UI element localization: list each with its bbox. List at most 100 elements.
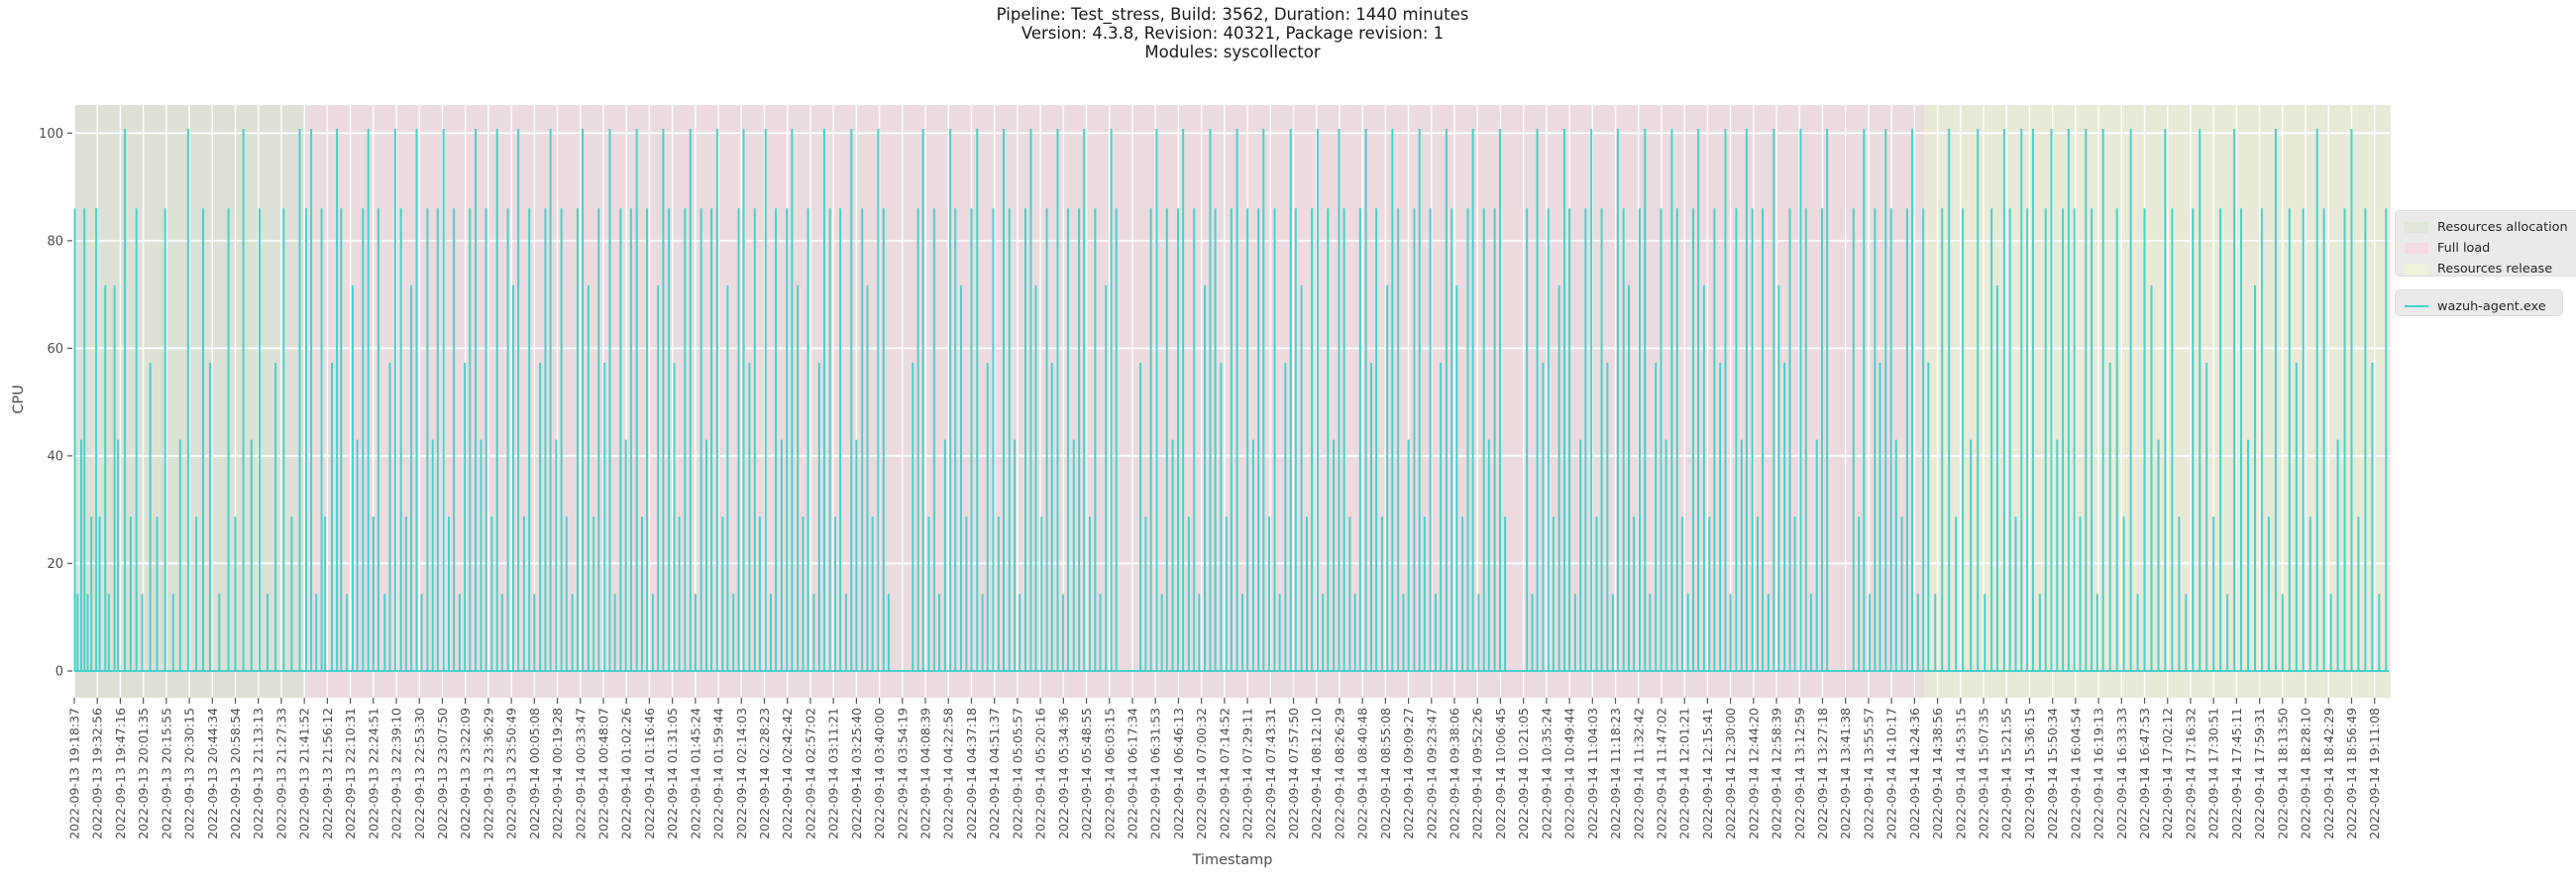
- x-tick-label: 2022-09-14 00:33:47: [573, 708, 588, 839]
- x-tick-label: 2022-09-14 16:33:33: [2114, 708, 2129, 839]
- x-tick-label: 2022-09-14 01:45:24: [688, 708, 702, 839]
- chart-title: Pipeline: Test_stress, Build: 3562, Dura…: [0, 5, 2465, 61]
- phase-region-1: [304, 105, 1925, 698]
- x-tick-label: 2022-09-13 21:41:52: [297, 708, 312, 839]
- x-tick-label: 2022-09-14 15:50:34: [2045, 708, 2060, 839]
- x-tick-label: 2022-09-13 23:36:29: [481, 708, 495, 839]
- chart-title-line-2: Version: 4.3.8, Revision: 40321, Package…: [1020, 24, 1445, 43]
- x-tick-label: 2022-09-14 16:04:54: [2068, 708, 2083, 839]
- x-tick-label: 2022-09-14 01:59:44: [711, 708, 726, 839]
- x-tick-label: 2022-09-13 19:47:16: [113, 708, 128, 839]
- x-tick-label: 2022-09-14 17:02:12: [2160, 708, 2175, 839]
- x-tick-label: 2022-09-14 02:57:02: [803, 708, 817, 839]
- x-tick-label: 2022-09-13 23:50:49: [504, 708, 519, 839]
- x-tick-label: 2022-09-14 03:25:40: [849, 708, 864, 839]
- x-tick-label: 2022-09-14 04:51:37: [987, 708, 1002, 839]
- y-tick-label: 80: [47, 234, 63, 249]
- x-tick-label: 2022-09-14 14:38:56: [1930, 708, 1945, 839]
- x-tick-label: 2022-09-14 00:48:07: [595, 708, 610, 839]
- x-tick-label: 2022-09-14 09:23:47: [1424, 708, 1439, 839]
- x-tick-label: 2022-09-14 15:36:15: [2022, 708, 2037, 839]
- x-tick-label: 2022-09-14 08:55:08: [1378, 708, 1393, 839]
- x-tick-label: 2022-09-14 00:19:28: [550, 708, 565, 839]
- x-tick-label: 2022-09-14 11:47:02: [1654, 708, 1668, 839]
- x-tick-label: 2022-09-14 06:46:13: [1171, 708, 1186, 839]
- cpu-series-wazuh-agent.exe: [73, 129, 2390, 672]
- x-tick-label: 2022-09-14 19:11:08: [2367, 708, 2382, 839]
- x-tick-label: 2022-09-14 03:54:19: [895, 708, 910, 839]
- x-tick-label: 2022-09-14 03:11:21: [826, 708, 841, 839]
- y-tick-label: 100: [39, 127, 63, 142]
- x-tick-label: 2022-09-13 20:01:35: [136, 708, 151, 839]
- x-tick-label: 2022-09-14 00:05:08: [527, 708, 542, 839]
- x-tick-label: 2022-09-14 13:55:57: [1861, 708, 1876, 839]
- legend-item-full-load: Full load: [2405, 239, 2576, 257]
- x-tick-label: 2022-09-14 12:15:41: [1700, 708, 1715, 839]
- x-tick-label: 2022-09-13 21:56:12: [320, 708, 335, 839]
- x-tick-label: 2022-09-14 17:16:32: [2183, 708, 2198, 839]
- x-tick-label: 2022-09-14 07:14:52: [1217, 708, 1232, 839]
- x-tick-label: 2022-09-14 05:48:55: [1079, 708, 1094, 839]
- x-tick-label: 2022-09-14 08:26:29: [1332, 708, 1346, 839]
- x-tick-label: 2022-09-14 04:22:58: [941, 708, 956, 839]
- y-tick-label: 60: [47, 342, 63, 357]
- x-tick-label: 2022-09-14 16:19:13: [2092, 708, 2106, 839]
- line-swatch-icon: [2405, 304, 2428, 308]
- legend-item-wazuh-agent: wazuh-agent.exe: [2405, 297, 2552, 315]
- x-tick-label: 2022-09-14 14:24:36: [1907, 708, 1922, 839]
- x-tick-label: 2022-09-14 16:47:53: [2137, 708, 2152, 839]
- legend-series: wazuh-agent.exe: [2395, 289, 2563, 316]
- x-tick-label: 2022-09-14 18:42:29: [2321, 708, 2336, 839]
- resources-allocation-swatch-icon: [2405, 221, 2428, 233]
- x-tick-label: 2022-09-13 20:58:54: [228, 708, 243, 839]
- x-tick-label: 2022-09-14 14:10:17: [1884, 708, 1899, 839]
- resources-release-swatch-icon: [2405, 263, 2428, 275]
- x-tick-label: 2022-09-14 17:30:51: [2206, 708, 2221, 839]
- x-tick-label: 2022-09-14 13:27:18: [1815, 708, 1830, 839]
- x-tick-label: 2022-09-14 06:17:34: [1125, 708, 1139, 839]
- x-tick-label: 2022-09-14 05:05:57: [1010, 708, 1024, 839]
- x-tick-label: 2022-09-13 22:39:10: [389, 708, 404, 839]
- x-tick-label: 2022-09-14 10:49:44: [1562, 708, 1577, 839]
- x-tick-label: 2022-09-14 07:29:11: [1240, 708, 1255, 839]
- x-tick-label: 2022-09-14 11:32:42: [1631, 708, 1646, 839]
- x-tick-label: 2022-09-14 18:28:10: [2299, 708, 2313, 839]
- x-tick-label: 2022-09-14 04:08:39: [918, 708, 933, 839]
- x-tick-label: 2022-09-14 09:38:06: [1448, 708, 1462, 839]
- x-tick-label: 2022-09-13 19:18:37: [67, 708, 82, 839]
- x-tick-label: 2022-09-14 09:52:26: [1470, 708, 1485, 839]
- x-tick-label: 2022-09-14 02:28:23: [757, 708, 772, 839]
- x-tick-label: 2022-09-13 22:10:31: [343, 708, 358, 839]
- x-tick-label: 2022-09-14 08:12:10: [1309, 708, 1324, 839]
- chart-title-line-1: Pipeline: Test_stress, Build: 3562, Dura…: [996, 5, 1469, 24]
- x-tick-label: 2022-09-14 02:14:03: [734, 708, 749, 839]
- legend-label: Resources allocation: [2437, 219, 2568, 235]
- x-tick-label: 2022-09-13 23:22:09: [458, 708, 473, 839]
- legend-label: wazuh-agent.exe: [2437, 298, 2546, 314]
- x-tick-label: 2022-09-14 12:01:21: [1677, 708, 1692, 839]
- x-tick-label: 2022-09-14 07:57:50: [1286, 708, 1301, 839]
- x-tick-label: 2022-09-14 03:40:00: [872, 708, 887, 839]
- x-tick-label: 2022-09-14 09:09:27: [1401, 708, 1416, 839]
- x-tick-label: 2022-09-14 14:53:15: [1953, 708, 1968, 839]
- y-axis-label: CPU: [11, 385, 27, 414]
- x-tick-label: 2022-09-14 02:42:42: [780, 708, 795, 839]
- x-tick-label: 2022-09-14 15:07:35: [1977, 708, 1991, 839]
- x-tick-label: 2022-09-14 01:31:05: [665, 708, 680, 839]
- x-tick-label: 2022-09-14 17:45:11: [2229, 708, 2244, 839]
- x-tick-label: 2022-09-14 04:37:18: [964, 708, 979, 839]
- x-tick-label: 2022-09-14 12:44:20: [1746, 708, 1761, 839]
- x-tick-label: 2022-09-14 11:04:03: [1585, 708, 1600, 839]
- x-tick-label: 2022-09-14 10:35:24: [1539, 708, 1554, 839]
- x-tick-label: 2022-09-14 05:20:16: [1033, 708, 1048, 839]
- x-tick-label: 2022-09-13 19:32:56: [90, 708, 105, 839]
- legend-label: Full load: [2437, 240, 2491, 256]
- x-tick-label: 2022-09-14 07:43:31: [1263, 708, 1278, 839]
- x-tick-label: 2022-09-14 12:30:00: [1723, 708, 1738, 839]
- x-tick-label: 2022-09-13 21:27:33: [273, 708, 288, 839]
- x-tick-label: 2022-09-14 01:16:46: [642, 708, 657, 839]
- x-tick-label: 2022-09-14 05:34:36: [1056, 708, 1071, 839]
- x-tick-label: 2022-09-13 21:13:13: [251, 708, 266, 839]
